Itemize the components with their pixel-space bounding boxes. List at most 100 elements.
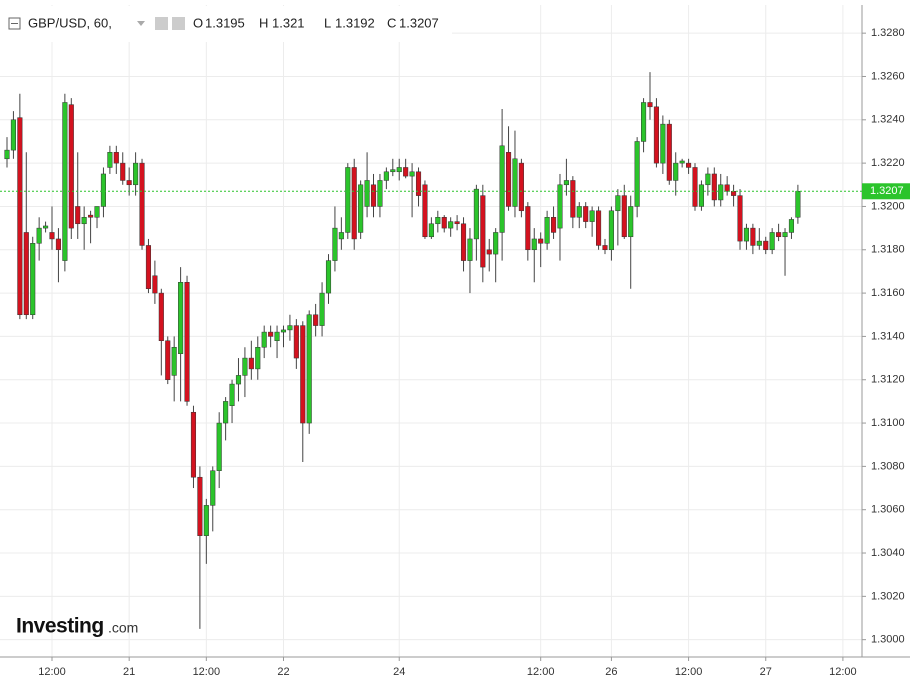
candle-body [255,346,261,370]
candle-body [435,217,441,225]
candle-body [261,331,267,348]
candle-body [782,232,788,238]
candle-body [313,314,319,326]
candle-body [139,162,145,246]
y-tick-label: 1.3200 [871,200,905,212]
candle-body [178,282,184,354]
watermark-suffix: .com [108,620,138,636]
candle-body [743,227,750,242]
candle-body [756,240,762,246]
candle-body [23,232,29,316]
y-tick-label: 1.3020 [871,590,905,602]
candle-body [776,232,782,238]
x-tick-label: 26 [605,666,617,678]
candle-body [486,249,492,255]
candle-body [467,238,473,261]
candle-body [248,357,254,370]
candle-body [158,292,164,341]
chart-title: GBP/USD, 60, [28,15,112,30]
candle-body [49,232,55,240]
candle-body [152,275,158,294]
header: GBP/USD, 60, O 1.3195 H 1.321 L 1.3192 C… [0,6,452,42]
candle-body [769,232,775,251]
candle-body [660,123,666,164]
candle-body [512,158,518,207]
candle-body [377,180,383,207]
settings-icon[interactable] [155,17,168,30]
candle-body [306,314,312,424]
candle-body [126,180,132,186]
candle-body [235,375,242,385]
candle-body [499,145,505,233]
candle-body [493,232,499,255]
candle-body [358,184,364,233]
candle-body [551,217,557,233]
low-label: L [324,15,331,30]
candle-body [763,240,769,251]
x-tick-label: 12:00 [193,666,221,678]
candle-body [332,227,338,261]
candle-body [538,238,544,244]
candle-body [274,331,280,341]
candle-body [731,191,737,196]
candle-body [628,206,634,238]
candle-body [107,152,113,168]
x-tick-label: 12:00 [829,666,857,678]
candle-body [525,206,531,251]
candle-body [608,210,614,251]
x-tick-label: 12:00 [527,666,555,678]
candle-body [203,505,209,536]
candle-body [171,346,177,376]
candle-body [705,173,711,186]
candle-body [531,238,537,251]
open-value: 1.3195 [205,15,245,30]
last-price-badge [862,183,910,200]
y-tick-label: 1.3120 [871,374,905,386]
dropdown[interactable] [137,21,145,26]
close-label: C [387,15,396,30]
candle-body [460,223,467,261]
candle-body [448,221,454,229]
candle-body [280,329,287,333]
candle-body [454,221,460,225]
candle-body [190,411,197,478]
candle-body [133,162,139,186]
high-label: H [259,15,268,30]
y-tick-label: 1.3280 [871,27,905,39]
candle-body [293,325,299,359]
candle-body [223,401,229,424]
candle-body [300,325,306,424]
candle-body [396,167,402,173]
candle-body [81,217,87,225]
candle-body [216,422,222,471]
candle-body [120,162,126,181]
candle-body [583,206,589,222]
y-tick-label: 1.3080 [871,460,905,472]
candle-body [505,152,512,207]
candle-body [351,167,357,240]
candle-body [679,160,685,164]
candle-body [55,238,61,251]
candle-body [615,195,621,212]
candle-body [370,184,377,207]
candle-body [576,206,582,218]
candle-body [698,184,704,207]
candle-body [165,340,171,380]
candle-body [518,162,524,212]
candle-body [422,184,428,238]
candle-body [403,167,409,177]
candle-body [30,243,36,316]
settings-icon[interactable] [172,17,185,30]
candle-body [43,225,49,229]
candle-body [36,227,42,244]
candle-body [325,260,332,294]
watermark: Investing [16,615,104,638]
candle-body [94,206,100,218]
candle-body [570,180,576,218]
candle-body [409,171,415,177]
collapse-icon[interactable] [8,17,21,30]
y-tick-label: 1.3140 [871,330,905,342]
candle-body [287,325,293,331]
x-tick-label: 12:00 [38,666,66,678]
